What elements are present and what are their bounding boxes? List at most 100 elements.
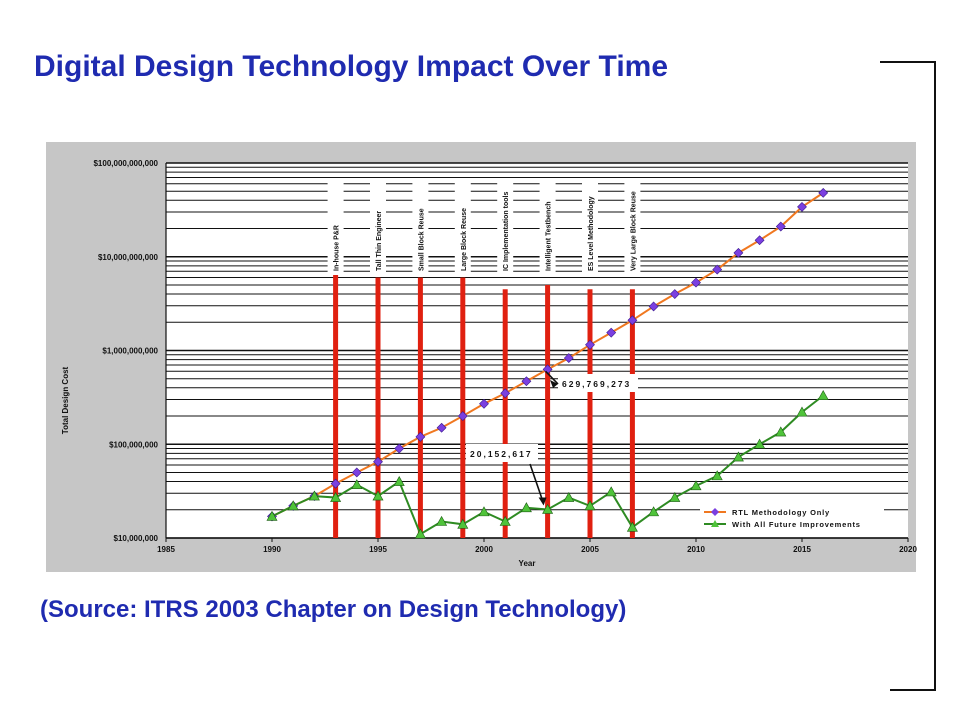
milestone-label: Small Block Reuse xyxy=(418,208,425,271)
milestone-bar xyxy=(545,284,551,538)
y-axis-title: Total Design Cost xyxy=(61,366,70,434)
milestone-label: Tall Thin Engineer xyxy=(376,211,383,271)
x-tick-label: 1995 xyxy=(369,545,387,554)
rtl-data-point xyxy=(351,467,362,478)
future-data-point xyxy=(414,528,426,539)
milestone-label: In-house P&R xyxy=(334,225,341,271)
future-data-point xyxy=(796,406,808,417)
legend-box xyxy=(700,503,884,531)
milestone-label: ES Level Methodology xyxy=(588,196,595,271)
future-data-point xyxy=(287,500,299,511)
rtl-data-point xyxy=(797,201,807,212)
bracket-side-line xyxy=(934,61,936,691)
rtl-data-point xyxy=(521,376,532,387)
annotation-box xyxy=(558,374,638,392)
rtl-data-point xyxy=(754,235,765,246)
future-data-point xyxy=(308,490,320,501)
legend-rtl-marker xyxy=(711,508,719,516)
future-data-point xyxy=(351,479,363,490)
future-data-point xyxy=(563,491,575,502)
rtl-data-point xyxy=(436,422,447,433)
future-data-point xyxy=(372,490,384,501)
rtl-data-point xyxy=(691,277,701,288)
annotation-box xyxy=(466,444,538,462)
rtl-data-point xyxy=(585,339,595,350)
milestone-label-box xyxy=(454,180,471,275)
future-data-point xyxy=(605,486,617,497)
milestone-label-box xyxy=(624,180,641,275)
milestone-label: Intelligent Testbench xyxy=(546,202,553,272)
rtl-data-point xyxy=(415,431,426,442)
annotation-future-value: 20,152,617 xyxy=(470,449,533,459)
y-tick-label: $100,000,000,000 xyxy=(93,159,158,168)
rtl-data-point xyxy=(373,456,383,467)
milestone-label-box xyxy=(539,180,556,275)
future-data-point xyxy=(266,510,278,521)
future-data-point xyxy=(584,500,596,511)
future-data-point xyxy=(732,451,744,462)
future-data-point xyxy=(542,503,554,514)
future-data-point xyxy=(499,515,511,526)
future-data-point xyxy=(393,475,405,486)
milestone-bar xyxy=(587,289,593,538)
milestone-label: IC Implementation tools xyxy=(503,192,510,271)
milestone-bar xyxy=(502,289,508,538)
y-tick-label: $10,000,000 xyxy=(114,534,159,543)
future-data-point xyxy=(648,506,660,517)
rtl-data-point xyxy=(648,301,659,312)
bracket-bottom-line xyxy=(890,689,936,691)
future-data-point xyxy=(457,518,469,529)
x-tick-label: 1985 xyxy=(157,545,175,554)
future-data-point xyxy=(669,491,681,502)
y-tick-label: $100,000,000 xyxy=(109,440,158,449)
annotation-arrowhead xyxy=(538,497,547,506)
source-caption: (Source: ITRS 2003 Chapter on Design Tec… xyxy=(40,596,627,623)
milestone-label-box xyxy=(327,180,344,275)
rtl-data-point xyxy=(775,221,786,232)
rtl-data-point xyxy=(669,289,680,299)
slide-title: Digital Design Technology Impact Over Ti… xyxy=(34,50,669,83)
rtl-data-point xyxy=(330,478,341,489)
future-data-point xyxy=(754,438,766,449)
future-data-point xyxy=(817,390,829,400)
milestone-label: Very Large Block Reuse xyxy=(630,191,637,271)
x-tick-label: 1990 xyxy=(263,545,281,554)
annotation-arrow xyxy=(529,463,545,504)
rtl-data-point xyxy=(394,443,405,454)
future-data-point xyxy=(626,521,638,532)
rtl-data-point xyxy=(712,264,723,275)
milestone-bar xyxy=(460,277,466,538)
milestone-label-box xyxy=(370,180,386,275)
milestone-label: Large Block Reuse xyxy=(461,208,468,271)
x-tick-label: 2020 xyxy=(899,545,917,554)
legend-future-marker xyxy=(711,520,719,527)
bracket-top-line xyxy=(880,61,936,63)
x-tick-label: 2005 xyxy=(581,545,599,554)
milestone-bar xyxy=(375,277,381,538)
legend-rtl-label: RTL Methodology Only xyxy=(732,508,830,517)
annotation-rtl-value: 629,769,273 xyxy=(562,379,631,389)
rtl-data-point xyxy=(733,247,744,258)
x-tick-label: 2010 xyxy=(687,545,705,554)
milestone-bar xyxy=(629,289,635,538)
x-axis-title: Year xyxy=(519,559,536,568)
future-data-point xyxy=(690,480,702,491)
x-tick-label: 2015 xyxy=(793,545,811,554)
x-tick-label: 2000 xyxy=(475,545,493,554)
future-data-point xyxy=(775,426,787,437)
rtl-data-point xyxy=(479,398,489,409)
future-data-point xyxy=(478,506,490,517)
milestone-bar xyxy=(333,256,339,538)
future-data-point xyxy=(520,502,532,513)
y-tick-label: $1,000,000,000 xyxy=(102,347,158,356)
milestone-label-box xyxy=(412,180,429,275)
rtl-data-point xyxy=(457,411,468,421)
rtl-data-point xyxy=(606,327,617,338)
y-tick-label: $10,000,000,000 xyxy=(98,253,159,262)
annotation-arrow xyxy=(545,370,559,385)
rtl-data-point xyxy=(627,315,638,326)
rtl-data-point xyxy=(818,187,829,198)
rtl-data-point xyxy=(500,388,511,399)
annotation-arrowhead xyxy=(550,380,558,388)
